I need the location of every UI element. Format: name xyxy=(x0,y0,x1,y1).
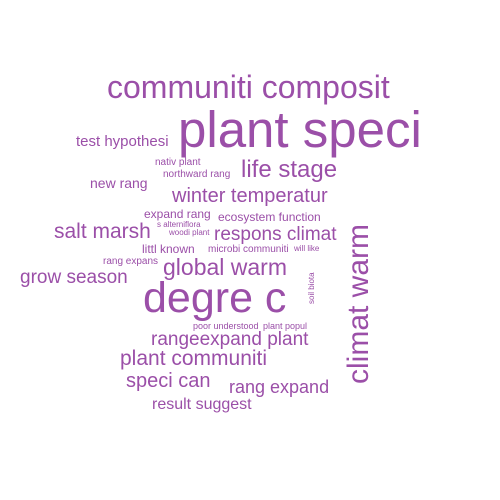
word-rangeexpand-plant: rangeexpand plant xyxy=(151,329,309,350)
word-respons-climat: respons climat xyxy=(214,224,337,245)
word-salt-marsh: salt marsh xyxy=(54,220,151,243)
word-rang-expand: rang expand xyxy=(229,377,330,397)
word-plant-speci: plant speci xyxy=(178,101,422,158)
word-will-like: will like xyxy=(294,244,320,253)
word-winter-temperatur: winter temperatur xyxy=(172,185,328,207)
word-poor-understood: poor understood xyxy=(193,321,259,331)
word-ecosystem-function: ecosystem function xyxy=(218,210,321,224)
word-s-alterniflora: s alterniflora xyxy=(157,220,201,229)
word-littl-known: littl known xyxy=(142,242,195,256)
word-new-rang: new rang xyxy=(90,175,148,191)
word-rang-expans: rang expans xyxy=(103,256,159,267)
word-degre-c: degre c xyxy=(143,274,287,322)
word-global-warm: global warm xyxy=(163,254,287,280)
word-life-stage: life stage xyxy=(241,156,338,183)
word-nativ-plant: nativ plant xyxy=(155,157,201,168)
word-speci-can: speci can xyxy=(126,370,211,392)
word-test-hypothesi: test hypothesi xyxy=(76,133,169,150)
word-woodi-plant: woodi plant xyxy=(169,228,210,237)
word-climat-warm: climat warm xyxy=(342,223,375,384)
word-expand-rang: expand rang xyxy=(144,207,211,221)
word-plant-communiti: plant communiti xyxy=(120,347,268,370)
word-microbi-communiti: microbi communiti xyxy=(208,244,289,255)
word-northward-rang: northward rang xyxy=(163,169,231,180)
word-grow-season: grow season xyxy=(20,267,128,288)
word-result-suggest: result suggest xyxy=(152,396,252,413)
word-communiti-composit: communiti composit xyxy=(107,69,390,105)
word-plant-popul: plant popul xyxy=(263,321,308,331)
word-soil-biota: soil biota xyxy=(307,272,316,304)
